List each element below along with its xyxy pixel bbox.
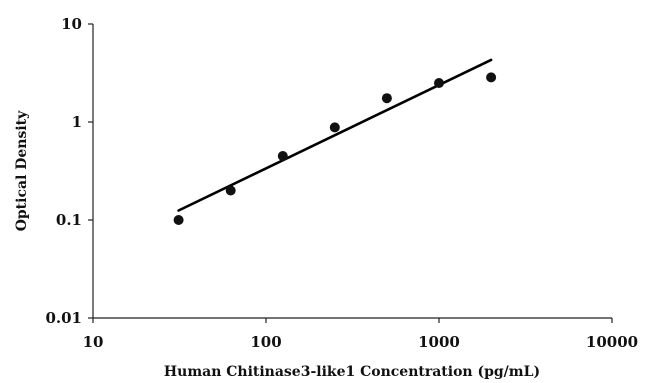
- data-point: [225, 185, 236, 196]
- y-ticks: 0.01 0.1 1 10: [45, 15, 93, 327]
- fit-line-layer: [177, 58, 493, 212]
- data-point: [173, 215, 184, 225]
- x-ticks: 10 100 1000 10000: [83, 318, 638, 351]
- x-tick-label: 10000: [586, 333, 638, 351]
- axes: [92, 24, 612, 319]
- data-point: [434, 78, 444, 88]
- y-tick-label: 1: [72, 113, 82, 131]
- x-axis-label: Human Chitinase3-like1 Concentration (pg…: [164, 364, 540, 380]
- fit-line: [177, 58, 493, 212]
- y-axis-label: Optical Density: [14, 110, 30, 231]
- x-tick-label: 100: [250, 333, 281, 351]
- y-tick-label: 0.1: [56, 211, 82, 229]
- x-tick-label: 1000: [418, 333, 460, 351]
- data-point: [277, 151, 288, 161]
- data-point: [381, 93, 392, 104]
- x-tick-label: 10: [83, 333, 104, 351]
- data-point: [486, 72, 497, 83]
- y-tick-label: 10: [61, 15, 82, 33]
- points-layer: [173, 72, 497, 225]
- data-point: [329, 122, 340, 133]
- y-tick-label: 0.01: [45, 309, 82, 327]
